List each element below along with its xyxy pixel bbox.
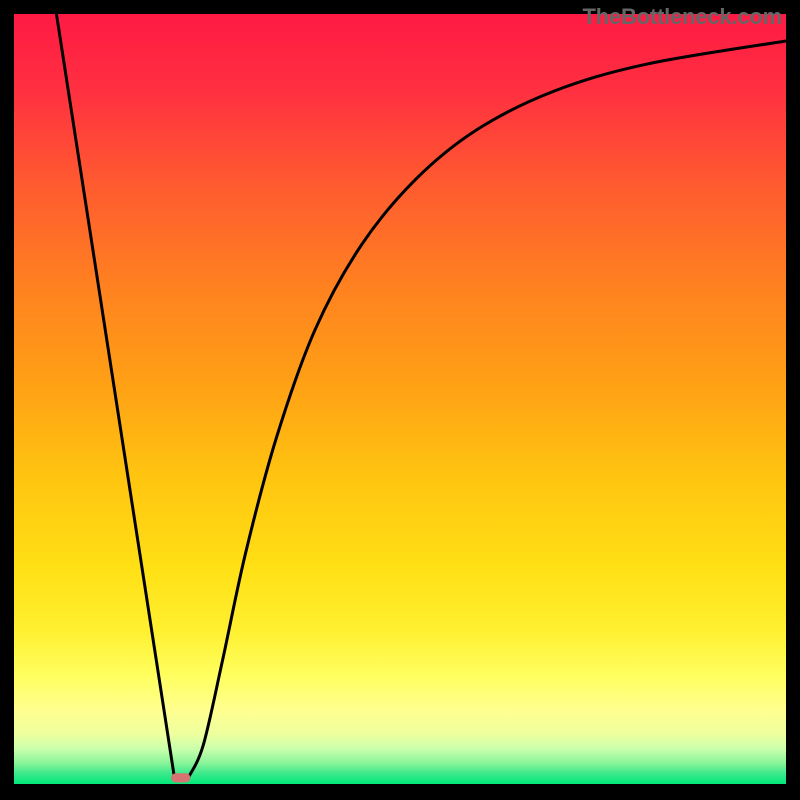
chart-container: TheBottleneck.com (0, 0, 800, 800)
minimum-marker (171, 773, 190, 782)
plot-area (14, 14, 786, 784)
gradient-background (14, 14, 786, 784)
watermark-text: TheBottleneck.com (582, 4, 782, 30)
chart-svg (14, 14, 786, 784)
